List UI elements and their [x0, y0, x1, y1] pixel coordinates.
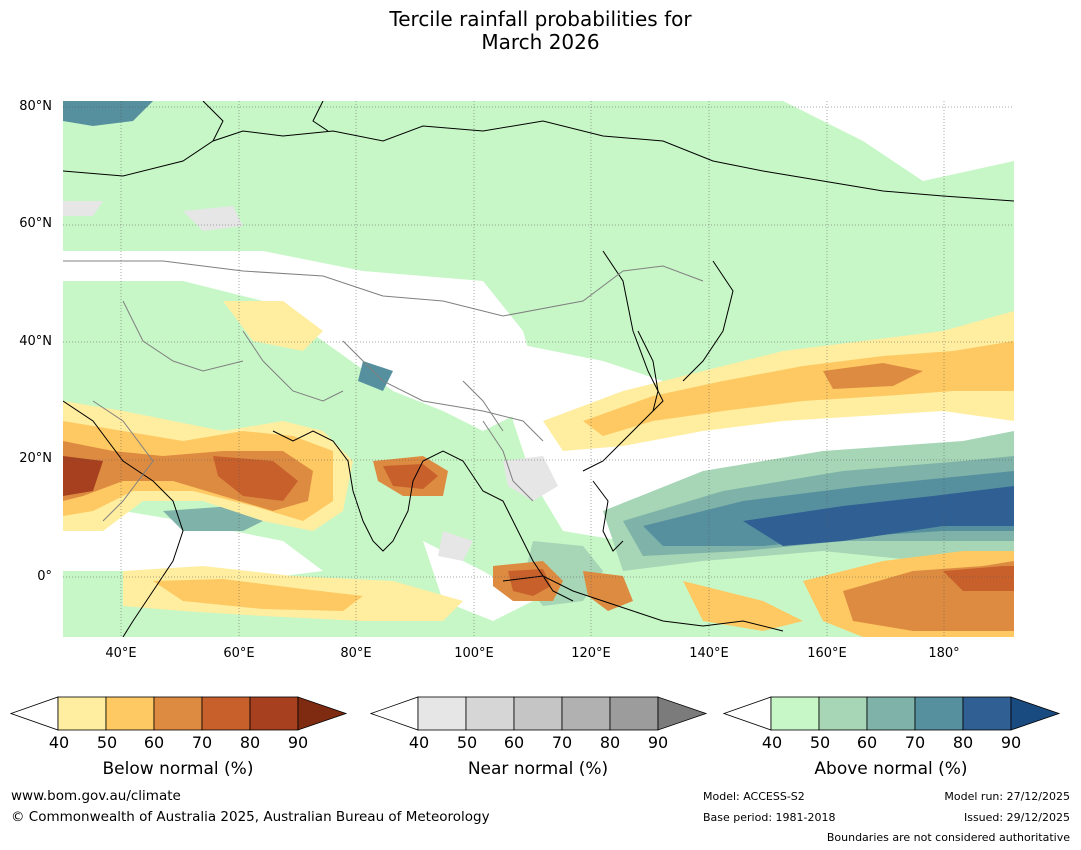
near-segment-3: [561, 696, 611, 731]
lat-label-40n: 40°N: [19, 334, 52, 349]
lat-label-20n: 20°N: [19, 451, 52, 466]
lat-label-0: 0°: [37, 569, 52, 584]
colorbar-below-normal: [10, 696, 348, 731]
below-tick-40: 40: [48, 733, 70, 752]
near-segment-2: [513, 696, 563, 731]
below-segment-2: [153, 696, 203, 731]
country-boundaries: [63, 260, 704, 522]
above-over-triangle: [1010, 696, 1061, 731]
below-tick-80: 80: [239, 733, 261, 752]
below-segment-3: [201, 696, 251, 731]
title-line-2: March 2026: [481, 30, 600, 54]
above-segment-0: [770, 696, 820, 731]
lon-label-140e: 140°E: [689, 646, 729, 661]
lon-label-180: 180°: [928, 646, 960, 661]
model-name: Model: ACCESS-S2: [703, 790, 805, 803]
copyright-text: © Commonwealth of Australia 2025, Austra…: [11, 809, 490, 825]
above-segment-3: [914, 696, 964, 731]
below-segment-1: [105, 696, 155, 731]
above-tick-80: 80: [952, 733, 974, 752]
near-segment-1: [465, 696, 515, 731]
colorbar-near-normal: [370, 696, 708, 731]
lon-label-100e: 100°E: [454, 646, 494, 661]
below-normal-label: Below normal (%): [102, 759, 254, 779]
above-tick-50: 50: [809, 733, 831, 752]
below-segment-0: [57, 696, 107, 731]
near-tick-70: 70: [551, 733, 573, 752]
near-tick-50: 50: [456, 733, 478, 752]
near-segment-4: [609, 696, 659, 731]
below-normal-areas: [63, 301, 1014, 637]
lat-label-60n: 60°N: [19, 216, 52, 231]
near-segment-0: [417, 696, 467, 731]
base-period: Base period: 1981-2018: [703, 811, 836, 824]
lon-label-60e: 60°E: [223, 646, 255, 661]
below-over-triangle: [297, 696, 348, 731]
map-title: Tercile rainfall probabilities for March…: [0, 8, 1081, 54]
above-normal-areas: [63, 101, 1014, 606]
near-tick-90: 90: [647, 733, 669, 752]
issued-date: Issued: 29/12/2025: [963, 811, 1070, 824]
near-normal-label: Near normal (%): [467, 759, 609, 779]
below-tick-70: 70: [191, 733, 213, 752]
above-segment-1: [818, 696, 868, 731]
lon-label-120e: 120°E: [571, 646, 611, 661]
model-run-date: Model run: 27/12/2025: [944, 790, 1070, 803]
colorbar-above-normal: [723, 696, 1061, 731]
above-tick-60: 60: [856, 733, 878, 752]
below-tick-60: 60: [143, 733, 165, 752]
above-tick-40: 40: [761, 733, 783, 752]
title-line-1: Tercile rainfall probabilities for: [389, 7, 692, 31]
above-segment-2: [866, 696, 916, 731]
website-link[interactable]: www.bom.gov.au/climate: [11, 788, 181, 804]
lon-label-160e: 160°E: [807, 646, 847, 661]
above-segment-4: [962, 696, 1012, 731]
below-segment-4: [249, 696, 299, 731]
lon-label-40e: 40°E: [105, 646, 137, 661]
coastlines: [63, 101, 1014, 637]
boundaries-disclaimer: Boundaries are not considered authoritat…: [826, 831, 1070, 844]
graticule: [63, 101, 1014, 637]
rainfall-probability-map: [63, 101, 1014, 637]
above-tick-70: 70: [904, 733, 926, 752]
below-under-triangle: [10, 696, 59, 731]
lon-label-80e: 80°E: [340, 646, 372, 661]
near-tick-80: 80: [599, 733, 621, 752]
near-over-triangle: [657, 696, 708, 731]
near-tick-40: 40: [408, 733, 430, 752]
above-normal-label: Above normal (%): [814, 759, 968, 779]
near-normal-areas: [63, 201, 558, 561]
near-under-triangle: [370, 696, 419, 731]
above-under-triangle: [723, 696, 772, 731]
above-tick-90: 90: [1000, 733, 1022, 752]
lat-label-80n: 80°N: [19, 99, 52, 114]
below-tick-90: 90: [287, 733, 309, 752]
near-tick-60: 60: [503, 733, 525, 752]
below-tick-50: 50: [96, 733, 118, 752]
